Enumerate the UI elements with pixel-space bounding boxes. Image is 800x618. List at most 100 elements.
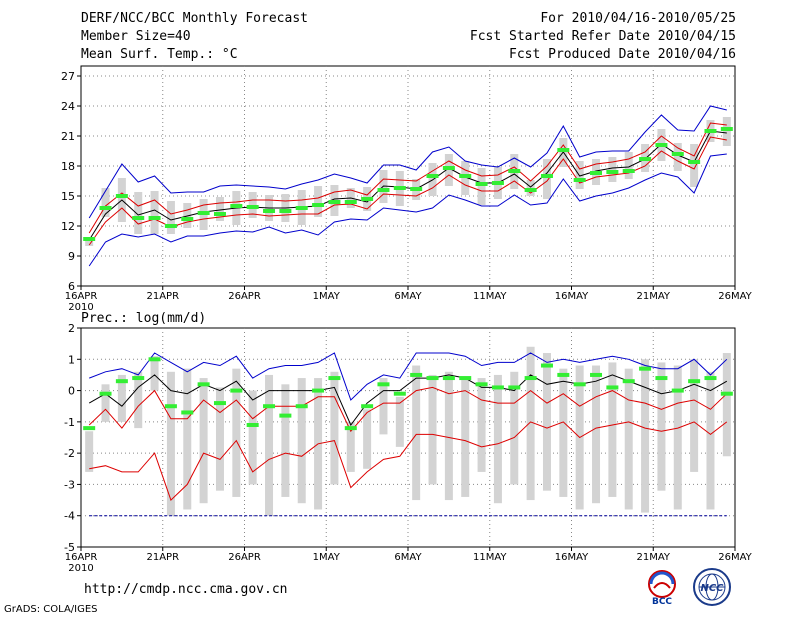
precip-panel-title: Prec.: log(mm/d) (81, 311, 206, 326)
ensemble-box (542, 353, 551, 491)
observed-marker (213, 212, 226, 216)
ensemble-box (690, 359, 699, 472)
observed-marker (704, 376, 717, 381)
ensemble-box (330, 371, 339, 485)
observed-marker (99, 206, 112, 210)
observed-marker (263, 209, 276, 213)
observed-marker (671, 152, 684, 156)
y-tick-label: -4 (64, 510, 75, 523)
y-tick-label: 6 (68, 280, 75, 293)
ensemble-box (706, 371, 715, 510)
ensemble-box (444, 371, 453, 501)
y-tick-label: 12 (61, 220, 75, 233)
y-tick-label: 27 (61, 70, 75, 83)
y-tick-label: 15 (61, 190, 75, 203)
observed-marker (393, 391, 406, 396)
observed-marker (312, 203, 325, 207)
observed-marker (230, 204, 243, 208)
observed-marker (361, 197, 374, 201)
observed-marker (508, 169, 521, 173)
ensemble-box (722, 353, 731, 457)
ensemble-box (526, 346, 535, 501)
observed-marker (540, 363, 553, 368)
ensemble-box (166, 201, 175, 234)
observed-marker (115, 194, 128, 198)
observed-marker (377, 382, 390, 387)
ensemble-box (101, 188, 110, 217)
x-tick-label: 26MAY (718, 552, 752, 563)
ensemble-box (297, 378, 306, 504)
max-envelope-line (89, 352, 728, 401)
ensemble-box (542, 159, 551, 199)
x-tick-label: 6MAY (394, 291, 422, 302)
ensemble-box (673, 365, 682, 510)
observed-marker (426, 376, 439, 381)
ensemble-box (183, 368, 192, 510)
y-tick-label: -1 (64, 416, 75, 429)
ensemble-box (199, 378, 208, 504)
observed-marker (557, 148, 570, 152)
min-envelope-line (88, 153, 727, 267)
ensemble-box (379, 378, 388, 435)
upper-spread-line (88, 386, 728, 433)
observed-marker (720, 127, 733, 131)
observed-marker (197, 211, 210, 215)
grads-credit: GrADS: COLA/IGES (4, 604, 98, 615)
observed-marker (230, 388, 243, 393)
upper-spread-line (88, 122, 727, 234)
observed-marker (181, 217, 194, 221)
y-tick-label: -3 (64, 478, 75, 491)
observed-marker (132, 216, 145, 220)
observed-marker (148, 216, 161, 220)
observed-marker (377, 188, 390, 192)
observed-marker (540, 174, 553, 178)
observed-marker (606, 385, 619, 390)
bcc-logo: BCC (648, 570, 676, 606)
observed-marker (361, 404, 374, 409)
observed-marker (508, 385, 521, 390)
observed-marker (655, 143, 668, 147)
observed-marker (459, 376, 472, 381)
observed-marker (622, 379, 635, 384)
observed-marker (573, 382, 586, 387)
ensemble-box (624, 152, 633, 179)
observed-marker (688, 379, 701, 384)
ensemble-box (559, 368, 568, 497)
x-tick-label: 16APR (65, 552, 98, 563)
observed-marker (442, 376, 455, 381)
y-tick-label: -2 (64, 447, 75, 460)
ensemble-box (363, 409, 372, 469)
observed-marker (671, 388, 684, 393)
ensemble-box (641, 359, 650, 513)
bcc-logo-text: BCC (652, 597, 672, 606)
y-tick-label: 24 (61, 100, 75, 113)
ensemble-box (428, 374, 437, 485)
x-tick-label: 11MAY (473, 552, 507, 563)
observed-marker (491, 385, 504, 390)
observed-marker (99, 391, 112, 396)
observed-marker (295, 404, 308, 409)
observed-marker (393, 186, 406, 190)
ensemble-box (248, 390, 257, 485)
x-tick-label: 26MAY (718, 291, 752, 302)
ensemble-box (150, 356, 159, 391)
ensemble-box (395, 396, 404, 447)
ncc-logo: NCC (693, 568, 731, 606)
ensemble-box (150, 191, 159, 234)
x-tick-label: 21MAY (636, 291, 670, 302)
x-tick-label: 11MAY (473, 291, 507, 302)
source-url[interactable]: http://cmdp.ncc.cma.gov.cn (84, 582, 288, 597)
y-tick-label: 1 (68, 353, 75, 366)
x-tick-label: 21APR (146, 552, 179, 563)
forecast-period: For 2010/04/16-2010/05/25 (540, 11, 736, 26)
observed-marker (83, 426, 96, 431)
ensemble-box (346, 421, 355, 472)
observed-marker (720, 391, 733, 396)
ensemble-box (232, 368, 241, 497)
x-year-label: 2010 (68, 563, 93, 574)
observed-marker (213, 401, 226, 406)
observed-marker (573, 178, 586, 182)
ensemble-box (134, 371, 143, 429)
observed-marker (246, 205, 259, 209)
observed-marker (263, 404, 276, 409)
